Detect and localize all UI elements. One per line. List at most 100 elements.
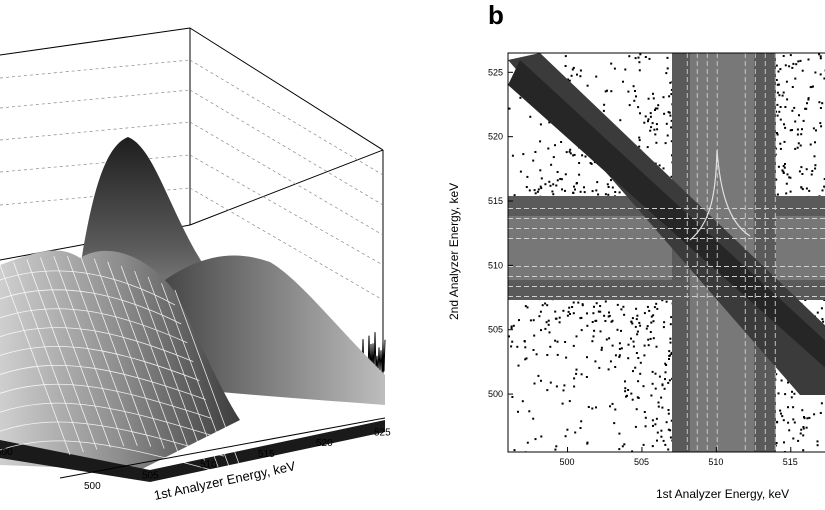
mesh-line [0, 327, 194, 363]
noise-pixel [619, 119, 622, 122]
noise-pixel [794, 147, 797, 150]
noise-pixel [611, 186, 614, 189]
noise-pixel [630, 337, 632, 340]
noise-pixel [528, 410, 531, 413]
noise-pixel [555, 445, 558, 448]
noise-pixel [654, 387, 657, 390]
noise-pixel [548, 121, 551, 124]
noise-pixel [787, 421, 790, 424]
noise-pixel [814, 164, 817, 167]
noise-pixel [665, 300, 668, 303]
noise-pixel [564, 65, 567, 67]
noise-pixel [565, 151, 568, 154]
noise-pixel [560, 141, 563, 143]
noise-pixel [778, 110, 781, 113]
noise-pixel [669, 323, 672, 326]
noise-pixel [792, 406, 795, 409]
noise-pixel [811, 170, 814, 172]
noise-pixel [654, 372, 657, 375]
noise-pixel [556, 179, 559, 182]
noise-pixel [799, 144, 802, 147]
noise-pixel [816, 444, 819, 447]
surface-x-ticks: 500 505 510 515 520 525 [84, 428, 391, 493]
noise-pixel [651, 445, 654, 448]
mesh-line [0, 402, 218, 438]
noise-pixel [802, 434, 805, 437]
noise-pixel [651, 370, 654, 373]
noise-pixel [573, 153, 576, 156]
noise-pixel [627, 389, 630, 391]
noise-pixel [572, 191, 575, 194]
noise-pixel [670, 88, 673, 91]
noise-pixel [638, 69, 641, 72]
surface-mesh [0, 255, 246, 481]
noise-pixel [645, 327, 648, 330]
noise-pixel [653, 306, 656, 309]
noise-pixel [670, 119, 673, 122]
surface-y-tick-500: 500 [0, 447, 13, 458]
noise-pixel [636, 314, 639, 317]
noise-pixel [618, 354, 621, 357]
noise-pixel [818, 53, 821, 56]
noise-pixel [554, 339, 557, 342]
noise-pixel [534, 192, 537, 195]
noise-pixel [776, 91, 779, 94]
noise-pixel [790, 396, 793, 399]
noise-pixel [633, 99, 636, 102]
noise-pixel [669, 81, 672, 84]
noise-pixel [793, 106, 796, 109]
noise-pixel [776, 193, 779, 196]
noise-pixel [805, 168, 808, 171]
noise-pixel [604, 320, 607, 322]
noise-pixel [511, 340, 514, 343]
noise-pixel [577, 301, 580, 304]
noise-pixel [610, 62, 613, 65]
noise-pixel [569, 313, 571, 315]
mesh-line [0, 440, 231, 476]
noise-pixel [797, 60, 800, 63]
noise-pixel [651, 122, 654, 125]
noise-pixel [599, 310, 602, 313]
noise-pixel [799, 59, 802, 62]
noise-pixel [575, 368, 578, 371]
map-x-tick-label: 515 [783, 457, 798, 467]
noise-pixel [571, 68, 574, 71]
noise-pixel [637, 380, 640, 383]
noise-pixel [650, 315, 653, 318]
noise-pixel [529, 115, 532, 118]
noise-pixel [783, 166, 786, 169]
noise-pixel [799, 432, 802, 435]
noise-pixel [782, 91, 785, 94]
noise-pixel [609, 405, 611, 408]
noise-pixel [636, 333, 639, 336]
noise-pixel [669, 354, 671, 357]
noise-pixel [776, 83, 779, 86]
noise-pixel [649, 337, 652, 340]
noise-pixel [647, 118, 650, 121]
noise-pixel [532, 159, 535, 162]
noise-pixel [604, 300, 607, 303]
surface-x-tick-label: 515 [258, 449, 275, 460]
noise-pixel [595, 189, 598, 192]
noise-pixel [639, 361, 642, 364]
noise-pixel [779, 118, 782, 121]
noise-pixel [539, 310, 542, 313]
noise-pixel [775, 178, 778, 181]
noise-pixel [816, 440, 819, 443]
noise-pixel [807, 58, 810, 61]
noise-pixel [663, 387, 666, 390]
noise-pixel [656, 439, 658, 442]
noise-pixel [634, 366, 637, 369]
noise-pixel [616, 303, 619, 306]
noise-pixel [649, 115, 652, 118]
noise-pixel [583, 191, 586, 194]
noise-pixel [779, 68, 782, 71]
noise-pixel [575, 372, 578, 375]
noise-pixel [635, 95, 637, 98]
noise-pixel [786, 98, 789, 101]
noise-pixel [607, 315, 610, 318]
noise-pixel [529, 319, 532, 322]
noise-pixel [655, 123, 658, 126]
noise-pixel [624, 380, 626, 383]
mesh-line [26, 259, 98, 450]
